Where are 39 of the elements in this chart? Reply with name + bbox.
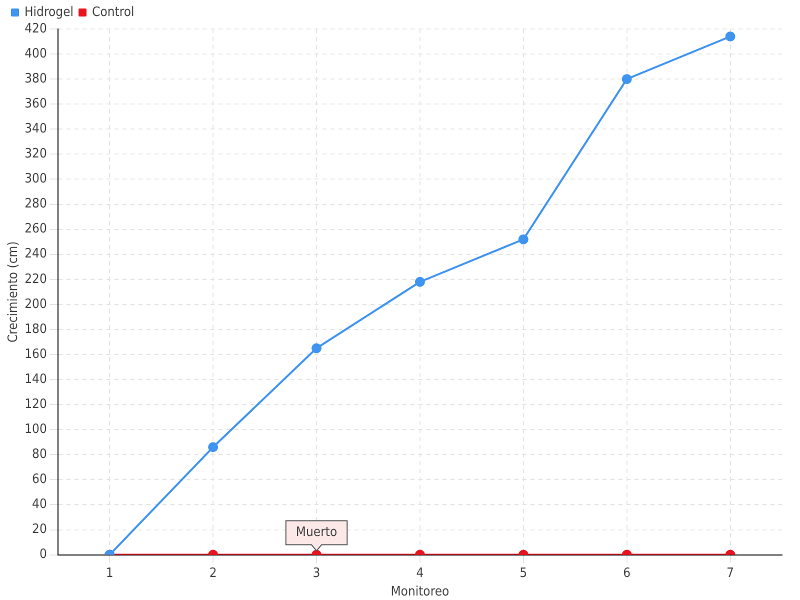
- y-tick-label: 400: [24, 46, 47, 62]
- y-tick-label: 420: [24, 21, 47, 36]
- point: [622, 74, 632, 84]
- y-tick-label: 260: [24, 222, 47, 237]
- y-tick-label: 320: [24, 146, 47, 162]
- x-tick-label: 7: [726, 566, 734, 581]
- x-tick-label: 1: [106, 566, 114, 581]
- y-tick-label: 80: [32, 447, 47, 462]
- y-tick-label: 300: [24, 172, 47, 187]
- point: [518, 234, 528, 244]
- y-tick-label: 240: [24, 246, 47, 262]
- y-tick-label: 380: [24, 71, 47, 86]
- y-tick-label: 360: [24, 96, 47, 112]
- y-tick-label: 120: [24, 396, 47, 412]
- y-tick-label: 100: [24, 422, 47, 437]
- y-tick-label: 280: [24, 196, 47, 212]
- y-tick-label: 40: [32, 497, 47, 512]
- x-tick-label: 5: [520, 566, 528, 581]
- y-tick-label: 200: [24, 296, 47, 312]
- point: [312, 343, 322, 354]
- y-axis-title: Crecimiento (cm): [6, 241, 22, 343]
- legend-label: Hidrogel: [24, 4, 74, 20]
- legend-label: Control: [92, 4, 134, 20]
- y-tick-label: 20: [32, 522, 47, 538]
- y-tick-label: 140: [24, 372, 47, 387]
- y-tick-label: 160: [24, 346, 47, 362]
- annotation: Muerto: [296, 525, 338, 540]
- y-tick-label: 180: [24, 322, 47, 337]
- x-tick-label: 4: [416, 566, 424, 581]
- point: [414, 276, 425, 287]
- x-tick-label: 6: [623, 566, 631, 581]
- y-tick-label: 220: [24, 272, 47, 287]
- x-tick-label: 3: [312, 566, 320, 581]
- y-tick-label: 340: [24, 122, 47, 137]
- point: [725, 32, 736, 42]
- x-axis-title: Monitoreo: [390, 584, 450, 600]
- y-tick-label: 0: [39, 547, 47, 562]
- x-tick-label: 2: [209, 566, 217, 581]
- y-tick-label: 60: [32, 472, 47, 488]
